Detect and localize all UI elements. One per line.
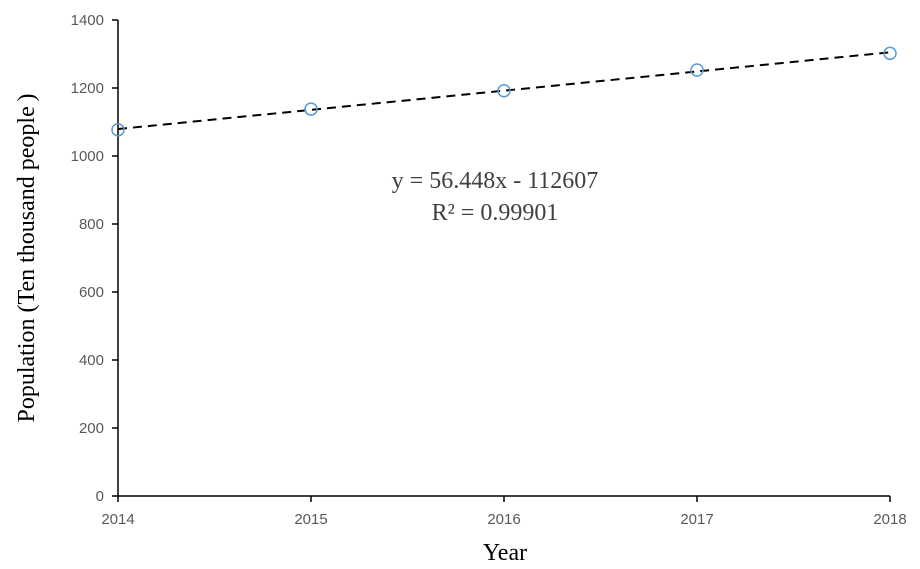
x-tick-label: 2018 bbox=[873, 511, 906, 528]
data-point bbox=[883, 46, 897, 61]
y-axis-title: Population (Ten thousand people ) bbox=[14, 93, 40, 422]
data-point bbox=[690, 63, 704, 77]
y-tick-label: 400 bbox=[79, 352, 104, 369]
data-points bbox=[111, 46, 897, 137]
x-tick-label: 2014 bbox=[101, 511, 134, 528]
trendline-r-squared: R² = 0.99901 bbox=[432, 200, 559, 226]
data-point bbox=[304, 102, 318, 116]
y-tick-label: 1000 bbox=[71, 148, 104, 165]
trendline-equation: y = 56.448x - 112607 bbox=[392, 168, 599, 194]
y-axis-ticks: 0 200 400 600 800 1000 1200 1400 bbox=[71, 12, 118, 505]
trendline bbox=[117, 51, 891, 131]
y-tick-label: 800 bbox=[79, 216, 104, 233]
y-tick-label: 600 bbox=[79, 284, 104, 301]
y-tick-label: 1400 bbox=[71, 12, 104, 29]
data-point bbox=[111, 123, 125, 137]
data-point bbox=[497, 83, 511, 98]
x-tick-label: 2017 bbox=[680, 511, 713, 528]
x-tick-label: 2016 bbox=[487, 511, 520, 528]
y-tick-label: 200 bbox=[79, 420, 104, 437]
x-axis-ticks: 2014 2015 2016 2017 2018 bbox=[101, 496, 907, 528]
x-tick-label: 2015 bbox=[294, 511, 327, 528]
y-tick-label: 0 bbox=[96, 488, 104, 505]
y-tick-label: 1200 bbox=[71, 80, 104, 97]
x-axis-title: Year bbox=[483, 540, 527, 566]
